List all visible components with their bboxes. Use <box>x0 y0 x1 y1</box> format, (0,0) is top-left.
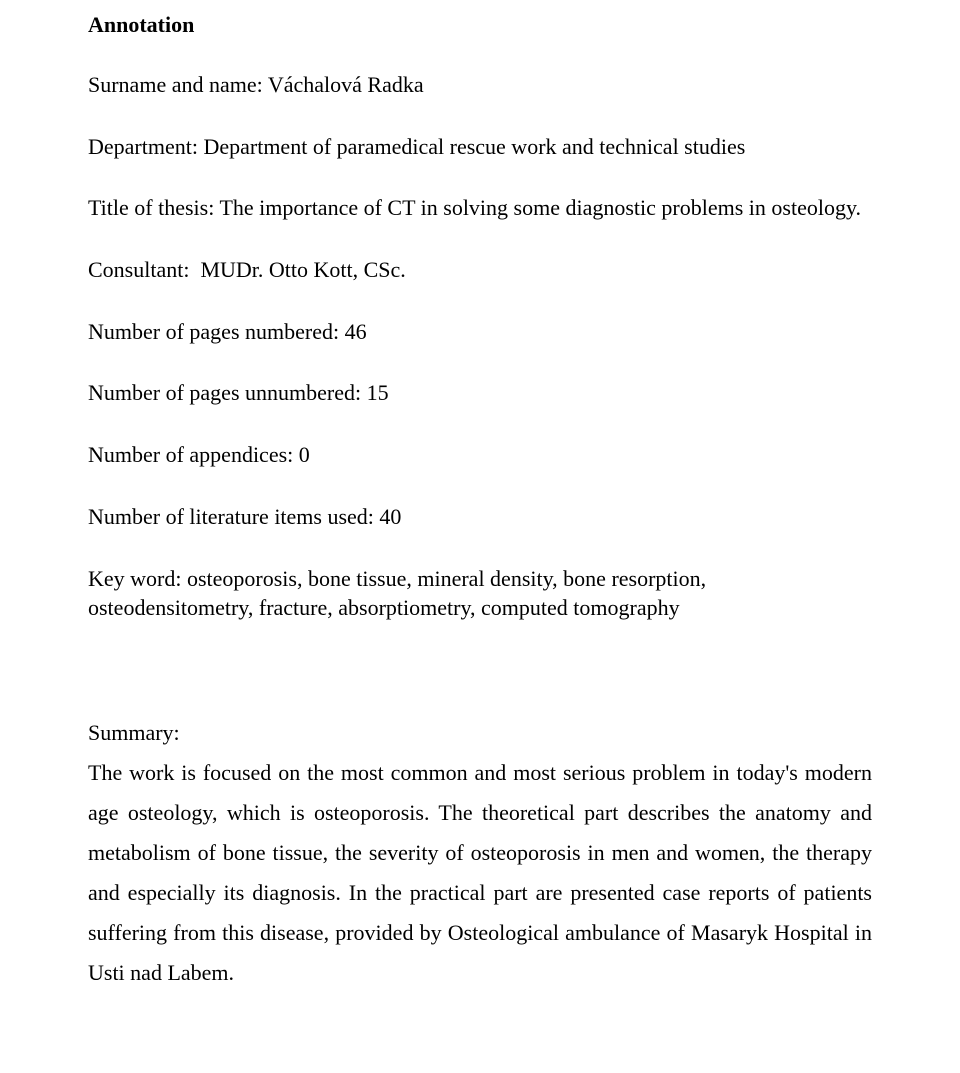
consultant-value: MUDr. Otto Kott, CSc. <box>200 257 405 282</box>
surname-label: Surname and name: <box>88 72 263 97</box>
appendices-line: Number of appendices: 0 <box>88 440 872 470</box>
pages-unnumbered-value: 15 <box>367 380 389 405</box>
summary-block: Summary: The work is focused on the most… <box>88 713 872 993</box>
summary-label: Summary: <box>88 713 872 753</box>
pages-numbered-label: Number of pages numbered: <box>88 319 339 344</box>
department-label: Department: <box>88 134 198 159</box>
thesis-label: Title of thesis: <box>88 195 214 220</box>
pages-numbered-value: 46 <box>345 319 367 344</box>
pages-numbered-line: Number of pages numbered: 46 <box>88 317 872 347</box>
pages-unnumbered-label: Number of pages unnumbered: <box>88 380 361 405</box>
annotation-heading: Annotation <box>88 12 872 38</box>
department-line: Department: Department of paramedical re… <box>88 132 872 162</box>
keyword-label: Key word: <box>88 566 181 591</box>
literature-label: Number of literature items used: <box>88 504 374 529</box>
surname-line: Surname and name: Váchalová Radka <box>88 70 872 100</box>
summary-text: The work is focused on the most common a… <box>88 760 872 985</box>
thesis-value: The importance of CT in solving some dia… <box>219 195 861 220</box>
consultant-label: Consultant: <box>88 257 189 282</box>
thesis-line: Title of thesis: The importance of CT in… <box>88 193 872 223</box>
department-value: Department of paramedical rescue work an… <box>203 134 745 159</box>
page-content: Annotation Surname and name: Váchalová R… <box>0 0 960 993</box>
keyword-value: osteoporosis, bone tissue, mineral densi… <box>88 566 706 621</box>
literature-value: 40 <box>379 504 401 529</box>
appendices-value: 0 <box>299 442 310 467</box>
pages-unnumbered-line: Number of pages unnumbered: 15 <box>88 378 872 408</box>
appendices-label: Number of appendices: <box>88 442 293 467</box>
surname-value: Váchalová Radka <box>268 72 424 97</box>
literature-line: Number of literature items used: 40 <box>88 502 872 532</box>
keyword-line: Key word: osteoporosis, bone tissue, min… <box>88 564 872 623</box>
consultant-line: Consultant: MUDr. Otto Kott, CSc. <box>88 255 872 285</box>
